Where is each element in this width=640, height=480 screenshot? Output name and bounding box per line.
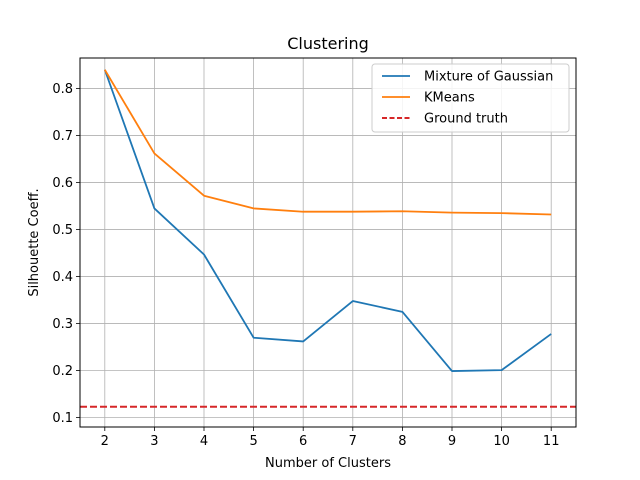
series-line-kmeans	[104, 69, 552, 216]
y-tick-label: 0.6	[52, 176, 73, 191]
chart-title: Clustering	[287, 34, 369, 53]
y-axis-title: Silhouette Coeff.	[27, 188, 42, 296]
x-axis-title: Number of Clusters	[265, 456, 391, 471]
x-tick-label: 2	[101, 434, 109, 449]
y-tick-label: 0.8	[52, 82, 73, 97]
x-tick-label: 3	[150, 434, 158, 449]
legend-label: Mixture of Gaussian	[424, 70, 553, 85]
x-tick-label: 9	[448, 434, 456, 449]
x-tick-label: 6	[299, 434, 307, 449]
y-axis-ticks: 0.1 0.2 0.3 0.4 0.5 0.6 0.7 0.8	[52, 82, 80, 426]
y-tick-label: 0.5	[52, 223, 73, 238]
legend-box	[371, 63, 570, 133]
x-tick-label: 7	[349, 434, 357, 449]
plot-frame	[79, 57, 577, 428]
x-tick-label: 10	[493, 434, 510, 449]
legend-label: Ground truth	[424, 112, 508, 127]
y-tick-label: 0.3	[52, 317, 73, 332]
x-tick-label: 8	[398, 434, 406, 449]
legend-label: KMeans	[424, 91, 475, 106]
y-tick-label: 0.4	[52, 270, 73, 285]
y-tick-label: 0.7	[52, 129, 73, 144]
legend: Mixture of Gaussian KMeans Ground truth	[371, 63, 570, 133]
x-axis-ticks: 2 3 4 5 6 7 8 9 10 11	[101, 427, 560, 449]
x-tick-label: 4	[200, 434, 208, 449]
y-tick-label: 0.1	[52, 411, 73, 426]
y-tick-label: 0.2	[52, 364, 73, 379]
series-lines	[103, 69, 552, 372]
series-line-mixture-of-gaussian	[103, 69, 552, 372]
x-tick-label: 11	[543, 434, 560, 449]
x-tick-label: 5	[249, 434, 257, 449]
